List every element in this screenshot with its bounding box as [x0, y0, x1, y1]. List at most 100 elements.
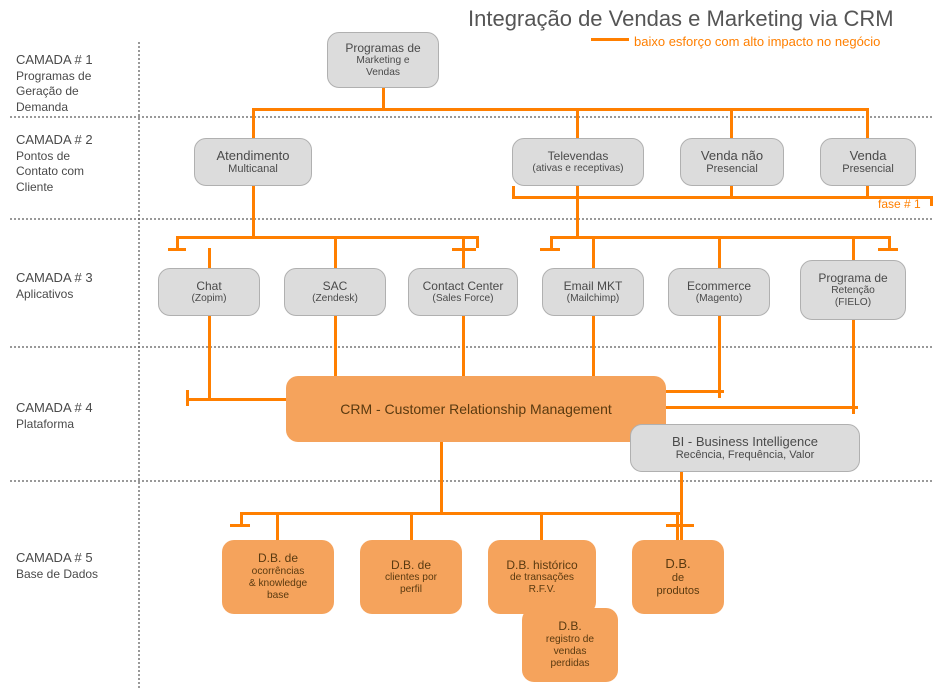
connector-9 [730, 186, 733, 196]
n_db4-line1: D.B. [665, 556, 690, 572]
connector-14 [168, 248, 186, 251]
connector-20 [576, 186, 579, 236]
n_chat: Chat(Zopim) [158, 268, 260, 316]
connector-2 [252, 108, 255, 138]
n_ecom-line2: (Magento) [696, 293, 742, 305]
n_vnp-line1: Venda não [701, 148, 763, 164]
n_db1-line2: ocorrências& knowledgebase [249, 566, 307, 603]
n_tele-line2: (ativas e receptivas) [532, 163, 623, 175]
layer-label-5: CAMADA # 5Base de Dados [16, 550, 98, 582]
connector-16 [334, 236, 337, 268]
n_cc: Contact Center(Sales Force) [408, 268, 518, 316]
n_prog-line1: Programas de [345, 41, 420, 55]
n_vp: VendaPresencial [820, 138, 916, 186]
n_vnp-line2: Presencial [706, 163, 758, 176]
n_db3: D.B. históricode transaçõesR.F.V. [488, 540, 596, 614]
layer-divider-2 [10, 218, 933, 220]
connector-24 [852, 236, 855, 260]
n_atend-line1: Atendimento [217, 148, 290, 164]
connector-3 [576, 108, 579, 138]
connector-1 [252, 108, 868, 111]
connector-30 [334, 316, 337, 376]
layer-label-4: CAMADA # 4Plataforma [16, 400, 93, 432]
n_chat-line2: (Zopim) [191, 293, 226, 305]
n_bi-line1: BI - Business Intelligence [672, 434, 818, 450]
n_db2: D.B. declientes porperfil [360, 540, 462, 614]
connector-48 [230, 524, 250, 527]
connector-47 [240, 512, 243, 524]
connector-28 [878, 248, 898, 251]
n_email-line2: (Mailchimp) [567, 293, 620, 305]
connector-40 [852, 398, 855, 414]
connector-12 [176, 236, 476, 239]
connector-5 [866, 108, 869, 138]
n_vp-line1: Venda [850, 148, 887, 164]
legend-line [591, 38, 629, 41]
connector-43 [276, 512, 279, 540]
n_db1: D.B. deocorrências& knowledgebase [222, 540, 334, 614]
n_sac-line2: (Zendesk) [312, 293, 358, 305]
diagram-subtitle: baixo esforço com alto impacto no negóci… [634, 34, 880, 49]
n_atend: AtendimentoMulticanal [194, 138, 312, 186]
n_crm-line1: CRM - Customer Relationship Management [340, 401, 612, 418]
connector-37 [666, 390, 724, 393]
connector-45 [540, 512, 543, 540]
connector-18 [476, 236, 479, 248]
layer-divider-1 [10, 116, 933, 118]
connector-42 [240, 512, 680, 515]
n_ecom: Ecommerce(Magento) [668, 268, 770, 316]
n_db4: D.B.deprodutos [632, 540, 724, 614]
n_cc-line2: (Sales Force) [432, 293, 493, 305]
layer-label-1: CAMADA # 1Programas deGeração deDemanda [16, 52, 93, 116]
n_db4-line2: deprodutos [657, 572, 700, 599]
n_db1-line1: D.B. de [258, 551, 298, 565]
connector-27 [888, 236, 891, 248]
connector-33 [718, 316, 721, 390]
connector-50 [666, 524, 694, 527]
n_db5-line2: registro devendasperdidas [546, 634, 594, 671]
connector-15 [208, 248, 211, 268]
n_email-line1: Email MKT [564, 279, 623, 293]
n_db5: D.B.registro devendasperdidas [522, 608, 618, 682]
n_db3-line1: D.B. histórico [506, 558, 577, 572]
connector-32 [592, 316, 595, 376]
n_ret: Programa deRetenção(FIELO) [800, 260, 906, 320]
n_vnp: Venda nãoPresencial [680, 138, 784, 186]
connector-23 [718, 236, 721, 268]
connector-10 [866, 186, 869, 196]
n_sac: SAC(Zendesk) [284, 268, 386, 316]
n_bi: BI - Business IntelligenceRecência, Freq… [630, 424, 860, 472]
connector-39 [666, 406, 858, 409]
connector-41 [440, 442, 443, 512]
connector-26 [540, 248, 560, 251]
n_vp-line2: Presencial [842, 163, 894, 176]
connector-49 [680, 472, 683, 540]
n_prog-line2: Marketing eVendas [356, 55, 409, 79]
n_tele-line1: Televendas [548, 149, 609, 163]
connector-31 [462, 316, 465, 376]
connector-4 [730, 108, 733, 138]
connector-6 [512, 196, 932, 199]
layer-label-divider [138, 42, 140, 689]
n_db2-line2: clientes porperfil [385, 572, 437, 596]
diagram-title: Integração de Vendas e Marketing via CRM [468, 6, 894, 32]
connector-44 [410, 512, 413, 540]
n_ret-line1: Programa de [818, 271, 887, 285]
n_atend-line2: Multicanal [228, 163, 278, 176]
n_crm: CRM - Customer Relationship Management [286, 376, 666, 442]
n_prog: Programas deMarketing eVendas [327, 32, 439, 88]
connector-7 [930, 196, 933, 206]
connector-8 [512, 186, 515, 196]
n_bi-line2: Recência, Frequência, Valor [676, 449, 815, 462]
connector-13 [176, 236, 179, 248]
n_chat-line1: Chat [196, 279, 221, 293]
connector-11 [252, 186, 255, 236]
connector-36 [186, 390, 189, 406]
n_db3-line2: de transaçõesR.F.V. [510, 572, 574, 596]
layer-divider-3 [10, 346, 933, 348]
phase-1-label: fase # 1 [878, 197, 921, 211]
n_ecom-line1: Ecommerce [687, 279, 751, 293]
layer-label-2: CAMADA # 2Pontos deContato comCliente [16, 132, 93, 196]
n_sac-line1: SAC [323, 279, 348, 293]
connector-0 [382, 88, 385, 108]
